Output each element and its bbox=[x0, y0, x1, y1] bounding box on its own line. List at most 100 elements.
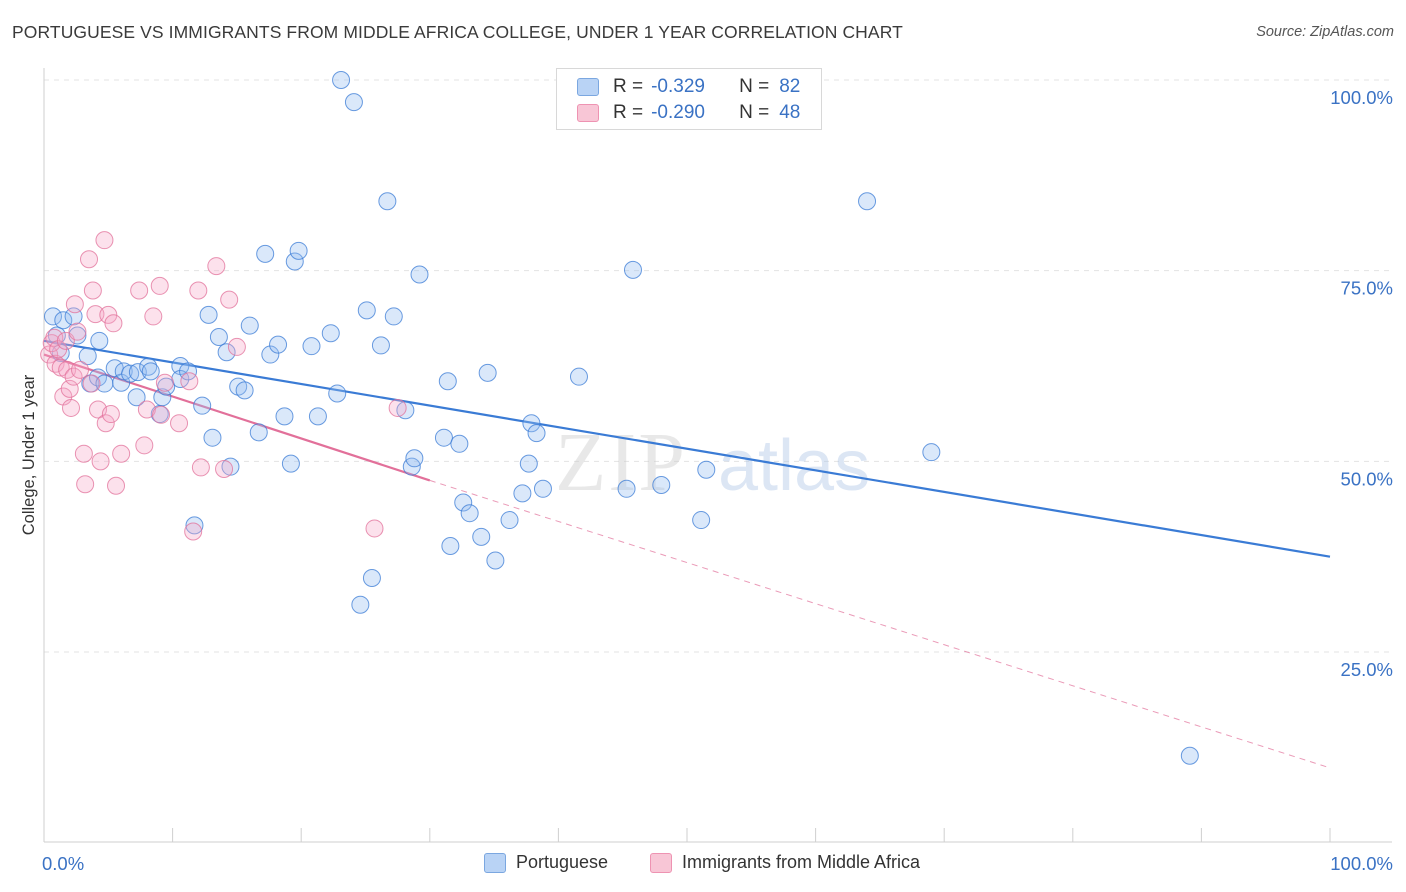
point-portuguese bbox=[527, 424, 546, 443]
point-middle-africa bbox=[40, 345, 59, 364]
point-portuguese bbox=[362, 569, 381, 588]
point-portuguese bbox=[217, 343, 236, 362]
point-middle-africa bbox=[60, 379, 79, 398]
point-middle-africa bbox=[58, 360, 77, 379]
point-portuguese bbox=[533, 479, 552, 498]
point-middle-africa bbox=[68, 322, 87, 341]
point-middle-africa bbox=[135, 436, 154, 455]
point-portuguese bbox=[44, 307, 63, 326]
point-portuguese bbox=[513, 484, 532, 503]
y-tick-label: 50.0% bbox=[1341, 468, 1393, 489]
legend-n-label: N = bbox=[739, 76, 770, 97]
point-portuguese bbox=[697, 460, 716, 479]
point-portuguese bbox=[199, 305, 218, 324]
point-middle-africa bbox=[207, 257, 226, 276]
watermark: ZIP atlas bbox=[555, 416, 870, 509]
point-middle-africa bbox=[45, 328, 64, 347]
point-middle-africa bbox=[82, 374, 101, 393]
point-middle-africa bbox=[137, 400, 156, 419]
point-portuguese bbox=[652, 475, 671, 494]
series-legend-middle-africa: Immigrants from Middle Africa bbox=[650, 852, 920, 873]
point-portuguese bbox=[519, 454, 538, 473]
y-tick-label: 25.0% bbox=[1341, 659, 1393, 680]
stats-legend: R = -0.329 N = 82 R = -0.290 N = 48 bbox=[556, 68, 822, 130]
series-legend-swatch-blue bbox=[484, 852, 506, 873]
y-tick-label: 75.0% bbox=[1341, 278, 1393, 299]
point-portuguese bbox=[289, 241, 308, 260]
point-portuguese bbox=[410, 265, 429, 284]
point-portuguese bbox=[302, 337, 321, 356]
point-middle-africa bbox=[155, 373, 174, 392]
point-middle-africa bbox=[91, 452, 110, 471]
point-middle-africa bbox=[96, 414, 115, 433]
axes bbox=[43, 68, 1392, 843]
point-middle-africa bbox=[86, 305, 105, 324]
point-portuguese bbox=[285, 252, 304, 271]
legend-n-value: 48 bbox=[779, 102, 801, 123]
legend-n-value: 82 bbox=[779, 76, 801, 97]
point-portuguese bbox=[522, 414, 541, 433]
point-middle-africa bbox=[83, 281, 102, 300]
series-legend-label: Immigrants from Middle Africa bbox=[682, 852, 921, 872]
point-portuguese bbox=[235, 381, 254, 400]
legend-row-middle-africa: R = -0.290 N = 48 bbox=[577, 101, 800, 125]
point-portuguese bbox=[78, 347, 97, 366]
point-portuguese bbox=[351, 595, 370, 614]
point-portuguese bbox=[90, 331, 109, 350]
point-portuguese bbox=[308, 407, 327, 426]
point-middle-africa bbox=[112, 444, 131, 463]
point-middle-africa bbox=[64, 367, 83, 386]
point-middle-africa bbox=[71, 360, 90, 379]
point-middle-africa bbox=[152, 405, 171, 424]
point-portuguese bbox=[858, 192, 877, 211]
point-portuguese bbox=[68, 326, 87, 345]
point-portuguese bbox=[478, 363, 497, 382]
point-portuguese bbox=[321, 324, 340, 343]
point-portuguese bbox=[922, 443, 941, 462]
point-middle-africa bbox=[215, 459, 234, 478]
data-points bbox=[40, 71, 1199, 765]
point-middle-africa bbox=[62, 398, 81, 417]
point-middle-africa bbox=[220, 290, 239, 309]
point-middle-africa bbox=[365, 519, 384, 538]
point-portuguese bbox=[193, 396, 212, 415]
series-legend: Portuguese Immigrants from Middle Africa bbox=[0, 852, 1406, 878]
chart-title: PORTUGUESE VS IMMIGRANTS FROM MIDDLE AFR… bbox=[12, 22, 903, 42]
point-middle-africa bbox=[130, 281, 149, 300]
point-middle-africa bbox=[80, 250, 99, 269]
point-middle-africa bbox=[191, 458, 210, 477]
trend-line-middle-africa-extended bbox=[429, 479, 1331, 769]
point-portuguese bbox=[249, 423, 268, 442]
point-portuguese bbox=[332, 71, 351, 89]
legend-r-value: -0.329 bbox=[651, 76, 705, 97]
point-portuguese bbox=[328, 384, 347, 403]
point-portuguese bbox=[269, 335, 288, 354]
point-portuguese bbox=[344, 93, 363, 112]
point-middle-africa bbox=[99, 305, 118, 324]
point-portuguese bbox=[438, 372, 457, 391]
series-legend-portuguese: Portuguese bbox=[484, 852, 608, 873]
point-middle-africa bbox=[95, 231, 114, 250]
legend-row-portuguese: R = -0.329 N = 82 bbox=[577, 75, 800, 99]
point-portuguese bbox=[486, 551, 505, 570]
chart-source: Source: ZipAtlas.com bbox=[1256, 24, 1394, 40]
legend-swatch-blue bbox=[577, 78, 599, 96]
point-middle-africa bbox=[65, 295, 84, 314]
point-middle-africa bbox=[170, 414, 189, 433]
point-portuguese bbox=[450, 434, 469, 453]
point-middle-africa bbox=[184, 522, 203, 541]
legend-r-label: R = bbox=[613, 102, 644, 123]
x-tick-label: 100.0% bbox=[1330, 853, 1393, 874]
point-portuguese bbox=[127, 388, 146, 407]
point-middle-africa bbox=[144, 307, 163, 326]
point-portuguese bbox=[623, 260, 642, 279]
point-portuguese bbox=[203, 428, 222, 447]
point-portuguese bbox=[54, 311, 73, 330]
legend-r-value: -0.290 bbox=[651, 102, 705, 123]
point-middle-africa bbox=[74, 444, 93, 463]
grid-lines bbox=[44, 79, 1392, 653]
point-middle-africa bbox=[76, 475, 95, 494]
point-portuguese bbox=[405, 449, 424, 468]
point-portuguese bbox=[185, 516, 204, 535]
point-portuguese bbox=[240, 316, 259, 335]
